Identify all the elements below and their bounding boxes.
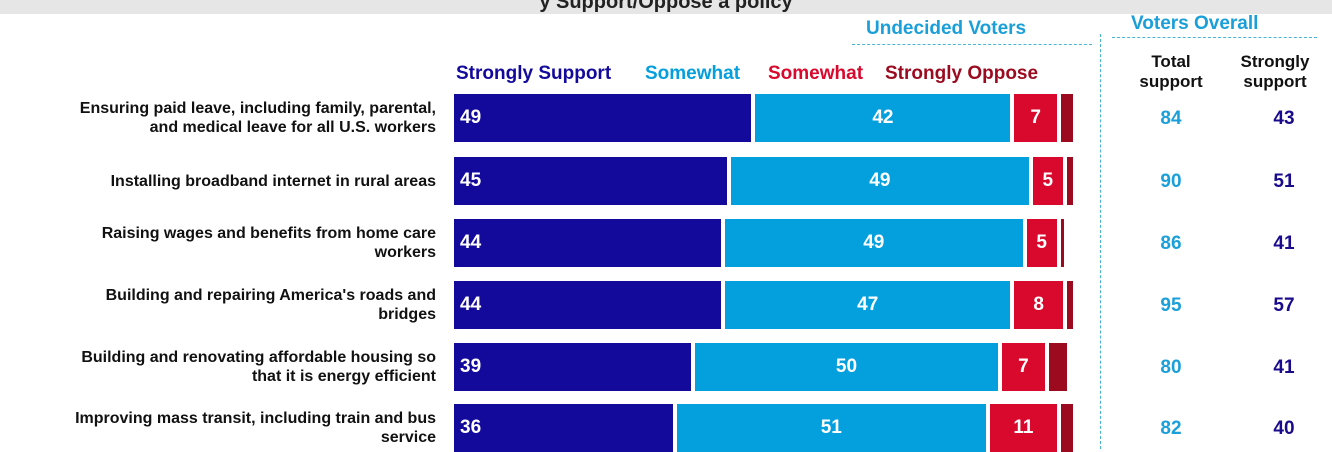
total-support-value: 82	[1160, 418, 1182, 439]
row-label-line: Building and renovating affordable housi…	[81, 349, 436, 366]
group-separator-line	[1100, 34, 1101, 449]
overall-strongly-support-value: 57	[1273, 295, 1295, 316]
total-support-value: 84	[1160, 108, 1182, 129]
somewhat-support-bar: 51	[676, 404, 987, 452]
overall-strongly-support-value: 41	[1273, 233, 1295, 254]
strongly-support-header-line-1: Strongly	[1240, 52, 1310, 71]
row-label: Building and repairing America's roads a…	[0, 286, 436, 324]
strongly-support-value-label: 44	[460, 232, 482, 253]
strongly-support-value-label: 45	[460, 170, 482, 191]
undecided-voters-header: Undecided Voters	[866, 18, 1027, 39]
strongly-oppose-bar	[1048, 343, 1067, 391]
row-label-line: and medical leave for all U.S. workers	[149, 119, 436, 136]
strongly-support-header-line-2: support	[1243, 72, 1307, 91]
somewhat-oppose-value-label: 7	[1018, 356, 1029, 377]
overall-divider-line	[1112, 37, 1317, 38]
voters-overall-header: Voters Overall	[1131, 13, 1259, 34]
legend-strongly-oppose: Strongly Oppose	[885, 63, 1039, 84]
row-label: Ensuring paid leave, including family, p…	[0, 99, 436, 137]
top-strip	[0, 0, 1332, 14]
strongly-support-bar: 39	[454, 343, 691, 391]
strongly-support-value-label: 39	[460, 356, 482, 377]
total-support-value: 90	[1160, 171, 1182, 192]
strongly-oppose-bar	[1066, 281, 1073, 329]
somewhat-oppose-value-label: 11	[1013, 417, 1034, 438]
somewhat-support-value-label: 49	[869, 170, 891, 191]
strongly-support-value-label: 49	[460, 107, 482, 128]
strongly-oppose-bar	[1066, 157, 1073, 205]
row-label-line: Ensuring paid leave, including family, p…	[79, 100, 436, 117]
somewhat-oppose-value-label: 5	[1042, 170, 1054, 191]
strongly-support-column-header: Strongly support	[1225, 52, 1325, 92]
total-support-value: 95	[1160, 295, 1182, 316]
row-label-line: workers	[374, 244, 436, 261]
somewhat-oppose-value-label: 5	[1036, 232, 1047, 253]
strongly-support-bar: 49	[454, 94, 752, 142]
row-label-line: bridges	[378, 306, 436, 323]
strongly-support-value-label: 44	[460, 294, 482, 315]
overall-strongly-support-value: 51	[1273, 171, 1295, 192]
somewhat-oppose-bar: 7	[1002, 343, 1045, 391]
total-support-value: 80	[1160, 357, 1182, 378]
total-support-column-header: Total support	[1121, 52, 1221, 92]
somewhat-oppose-value-label: 8	[1033, 294, 1044, 315]
undecided-divider-line	[852, 44, 1092, 45]
somewhat-support-bar: 42	[755, 94, 1011, 142]
overall-strongly-support-value: 43	[1273, 108, 1295, 129]
row-label: Improving mass transit, including train …	[0, 409, 436, 447]
somewhat-support-bar: 49	[725, 219, 1023, 267]
total-support-header-line-1: Total	[1151, 52, 1191, 71]
somewhat-support-value-label: 49	[863, 232, 885, 253]
strongly-oppose-bar	[1060, 219, 1064, 267]
row-label: Building and renovating affordable housi…	[0, 348, 436, 386]
somewhat-support-value-label: 50	[835, 356, 858, 377]
somewhat-oppose-bar: 5	[1026, 219, 1057, 267]
strongly-oppose-bar	[1060, 94, 1073, 142]
overall-strongly-support-value: 40	[1273, 418, 1295, 439]
somewhat-support-value-label: 42	[872, 107, 894, 128]
row-label-line: service	[380, 429, 436, 446]
somewhat-support-bar: 50	[694, 343, 999, 391]
somewhat-oppose-value-label: 7	[1030, 107, 1041, 128]
strongly-support-value-label: 36	[460, 417, 482, 438]
somewhat-oppose-bar: 7	[1014, 94, 1057, 142]
row-label: Installing broadband internet in rural a…	[0, 172, 436, 191]
legend-somewhat-support: Somewhat	[645, 63, 741, 84]
row-label-line: Building and repairing America's roads a…	[105, 287, 436, 304]
somewhat-support-value-label: 51	[820, 417, 842, 438]
strongly-support-bar: 36	[454, 404, 673, 452]
somewhat-oppose-bar: 11	[990, 404, 1057, 452]
legend-strongly-support: Strongly Support	[456, 63, 612, 84]
total-support-value: 86	[1160, 233, 1182, 254]
strongly-support-bar: 45	[454, 157, 728, 205]
row-label-line: Installing broadband internet in rural a…	[110, 172, 436, 190]
somewhat-support-value-label: 47	[857, 294, 879, 315]
chart-title: y Support/Oppose a policy	[539, 0, 793, 13]
row-label: Raising wages and benefits from home car…	[0, 224, 436, 262]
legend-somewhat-oppose: Somewhat	[768, 63, 864, 84]
row-label-line: Improving mass transit, including train …	[75, 410, 436, 427]
somewhat-oppose-bar: 8	[1014, 281, 1063, 329]
strongly-support-bar: 44	[454, 219, 722, 267]
somewhat-oppose-bar: 5	[1032, 157, 1063, 205]
somewhat-support-bar: 49	[731, 157, 1029, 205]
strongly-oppose-bar	[1060, 404, 1073, 452]
somewhat-support-bar: 47	[725, 281, 1011, 329]
row-label-line: that it is energy efficient	[251, 368, 436, 385]
row-label-line: Raising wages and benefits from home car…	[101, 225, 436, 242]
total-support-header-line-2: support	[1139, 72, 1203, 91]
overall-strongly-support-value: 41	[1273, 357, 1295, 378]
strongly-support-bar: 44	[454, 281, 722, 329]
